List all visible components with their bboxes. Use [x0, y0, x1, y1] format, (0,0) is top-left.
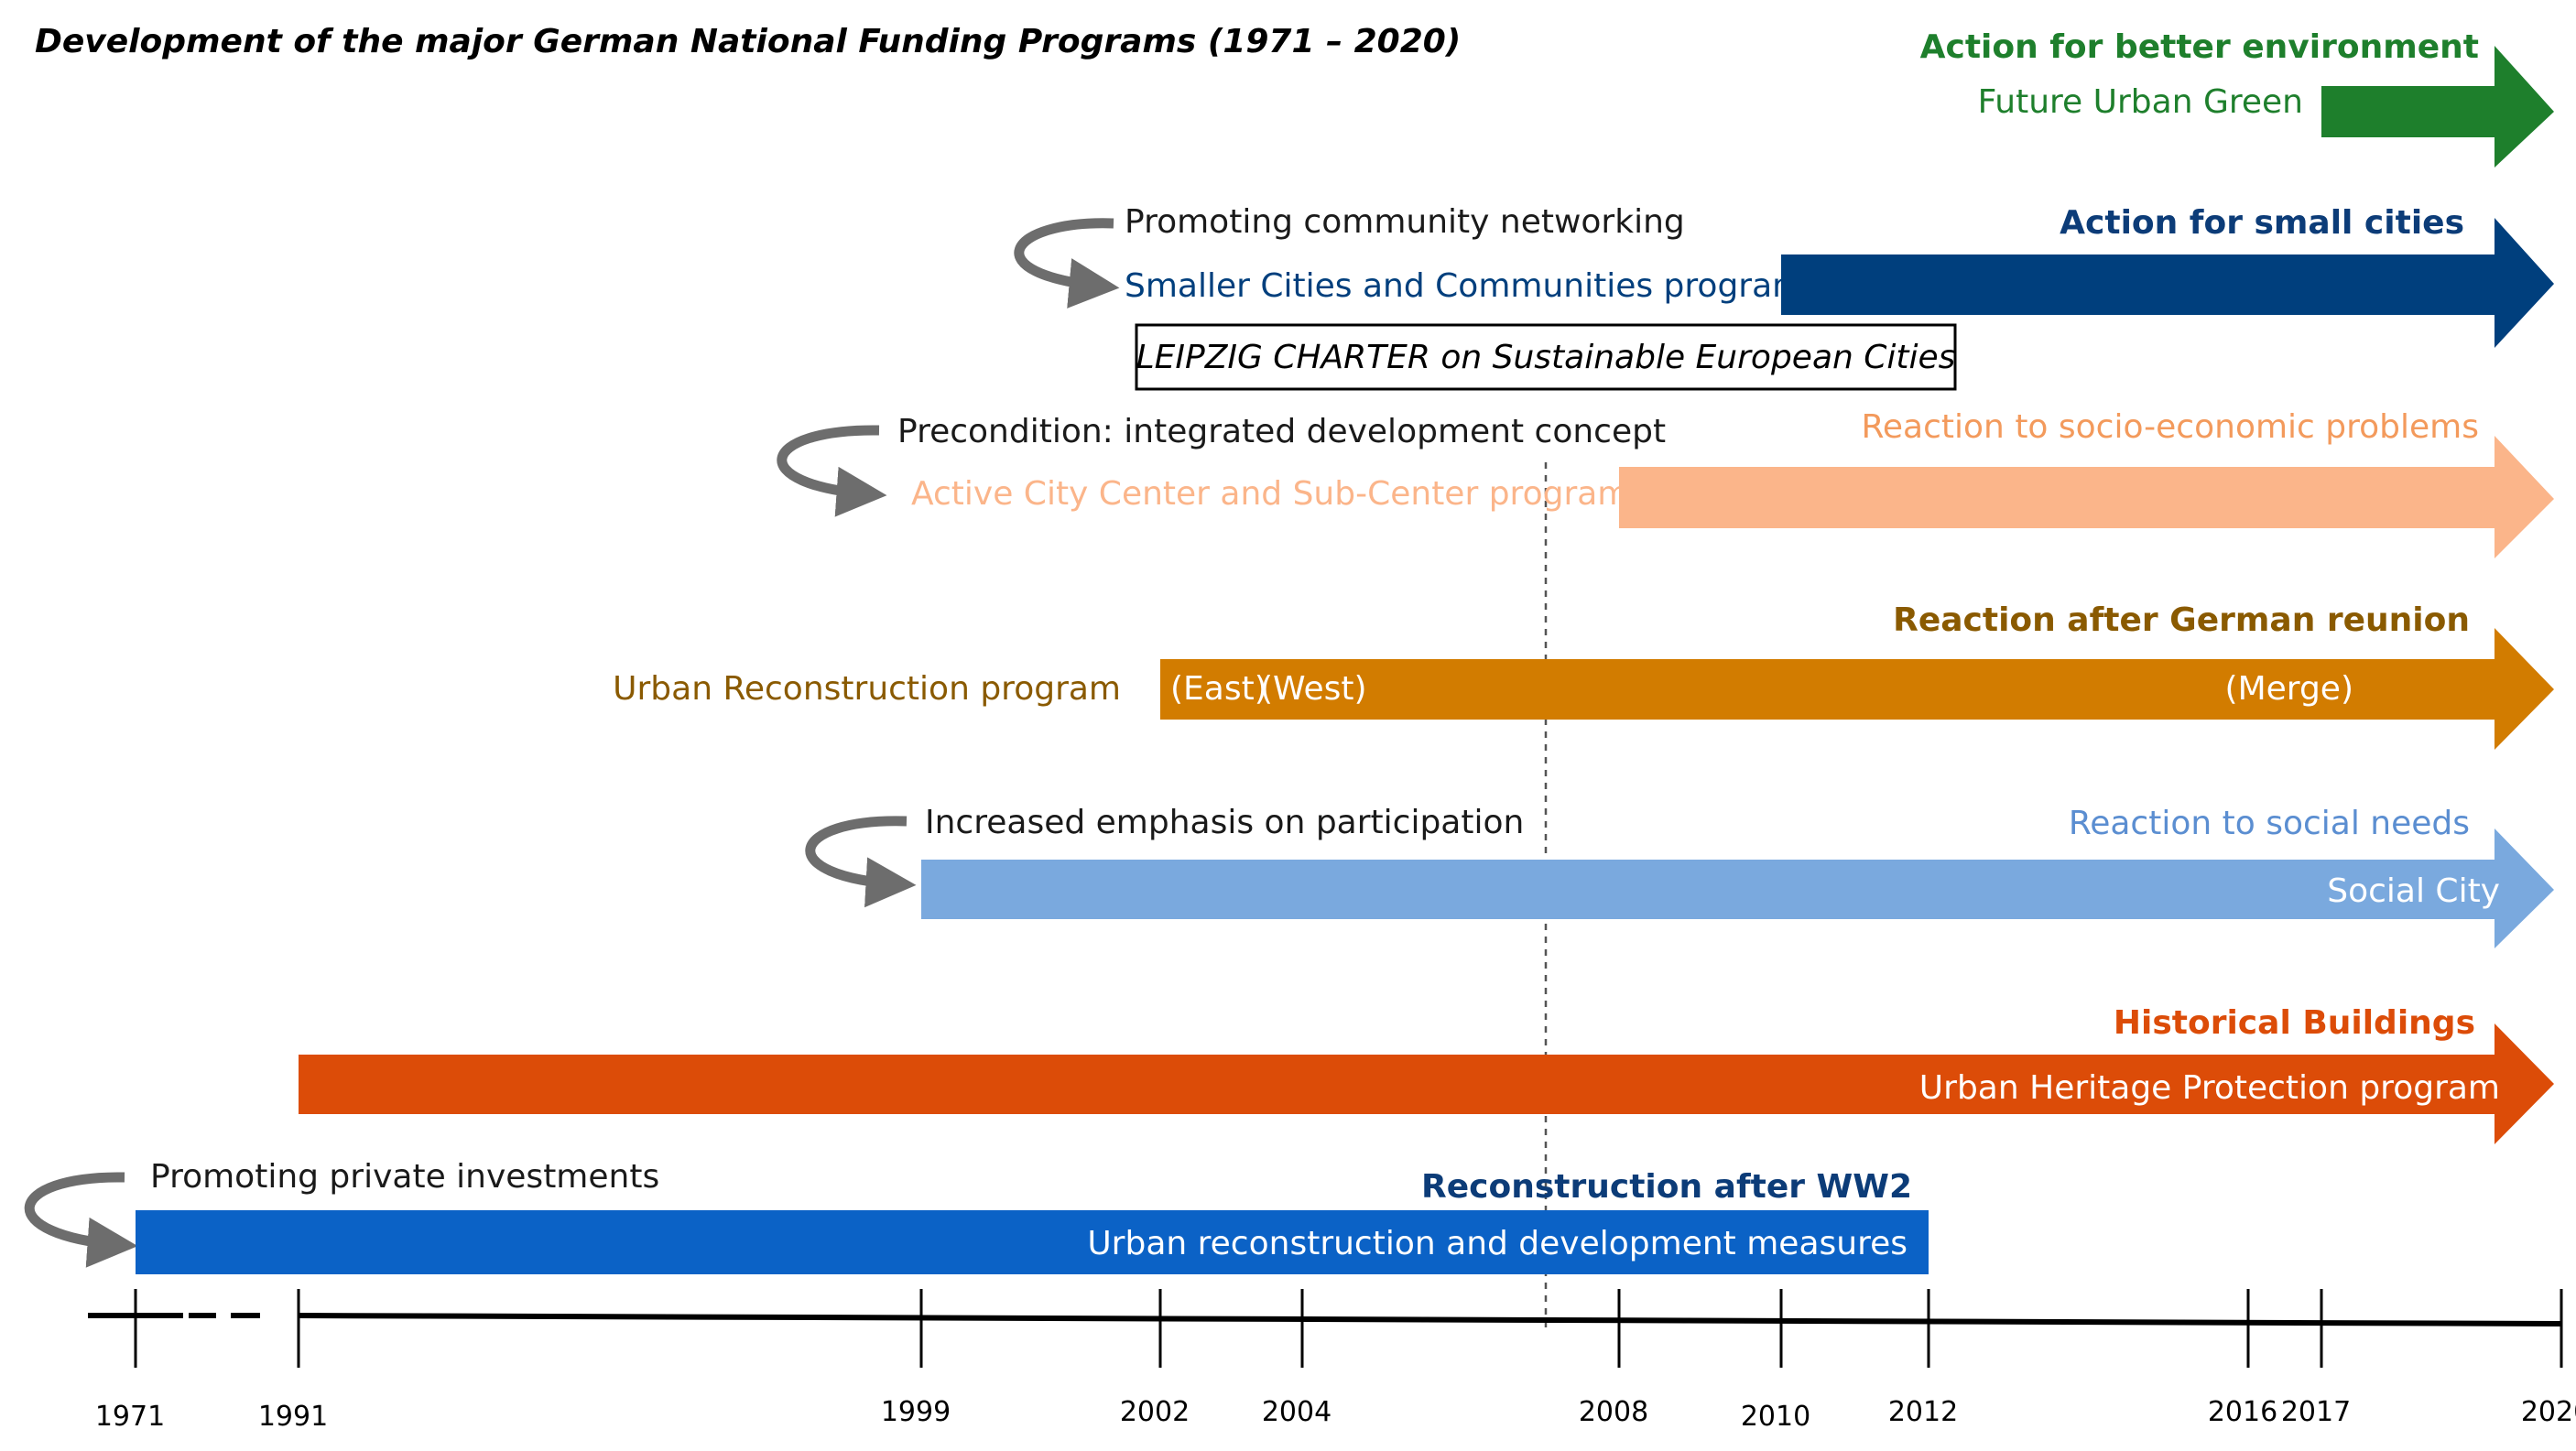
year-label-1991: 1991 [258, 1401, 328, 1433]
year-label-2010: 2010 [1741, 1401, 1810, 1433]
program-reason-urban-development-measures: Reconstruction after WW2 [1421, 1168, 1912, 1206]
timeline-axis [88, 1313, 2562, 1326]
program-reason-active-city-center: Reaction to socio-economic problems [1862, 408, 2479, 446]
program-label-urban-reconstruction: Urban Reconstruction program [613, 670, 1121, 708]
program-label-smaller-cities: Smaller Cities and Communities program [1125, 267, 1804, 305]
program-arrow-urban-reconstruction [1160, 628, 2554, 750]
year-label-2008: 2008 [1579, 1396, 1648, 1428]
program-reason-urban-reconstruction: Reaction after German reunion [1893, 601, 2470, 639]
program-label-urban-heritage: Urban Heritage Protection program [1919, 1069, 2500, 1107]
curved-arrow-icon [1014, 218, 1120, 309]
program-bar-urban-development-measures [136, 1210, 1929, 1274]
curved-arrow-icon [24, 1172, 138, 1268]
program-precondition-social-city: Increased emphasis on participation [925, 804, 1524, 841]
program-label-urban-development-measures: Urban reconstruction and development mea… [1087, 1225, 1908, 1262]
program-label-future-urban-green: Future Urban Green [1978, 83, 2303, 121]
diagram-title: Development of the major German National… [35, 23, 1461, 60]
program-label-social-city: Social City [2327, 872, 2500, 910]
phase-merge: (Merge) [2225, 670, 2353, 708]
program-urban-heritage: Urban Heritage Protection program Histor… [299, 1004, 2554, 1144]
program-reason-urban-heritage: Historical Buildings [2114, 1004, 2475, 1042]
axis-line-main [298, 1313, 2562, 1326]
year-label-2012: 2012 [1888, 1396, 1958, 1428]
program-arrow-urban-heritage [299, 1023, 2554, 1144]
year-label-2002: 2002 [1120, 1396, 1190, 1428]
year-label-1999: 1999 [881, 1396, 951, 1428]
curved-arrow-icon [805, 816, 917, 908]
program-active-city-center: Precondition: integrated development con… [777, 408, 2554, 558]
program-arrow-future-urban-green [2321, 46, 2554, 168]
year-label-2017: 2017 [2281, 1396, 2351, 1428]
year-label-2020: 2020 [2521, 1396, 2576, 1428]
program-precondition-active-city-center: Precondition: integrated development con… [897, 413, 1666, 450]
charter-label: LEIPZIG CHARTER on Sustainable European … [1136, 339, 1956, 376]
program-future-urban-green: Action for better environment Future Urb… [1920, 28, 2554, 168]
phase-east: (East) [1170, 670, 1267, 708]
leipzig-charter-box: LEIPZIG CHARTER on Sustainable European … [1135, 323, 1957, 391]
phase-west: (West) [1260, 670, 1367, 708]
program-precondition-smaller-cities: Promoting community networking [1125, 203, 1685, 241]
curved-arrow-icon [777, 425, 887, 517]
program-reason-social-city: Reaction to social needs [2069, 805, 2470, 842]
program-urban-development-measures: Promoting private investments Urban reco… [24, 1158, 1929, 1274]
program-urban-reconstruction: Urban Reconstruction program (East) (Wes… [613, 601, 2554, 750]
program-social-city: Increased emphasis on participation Soci… [805, 804, 2554, 948]
program-smaller-cities: Promoting community networking Smaller C… [1014, 203, 2554, 348]
program-precondition-urban-development-measures: Promoting private investments [150, 1158, 659, 1196]
program-arrow-smaller-cities [1781, 218, 2554, 348]
program-reason-future-urban-green: Action for better environment [1920, 28, 2479, 66]
year-label-2004: 2004 [1262, 1396, 1331, 1428]
year-label-2016: 2016 [2208, 1396, 2277, 1428]
year-label-1971: 1971 [95, 1401, 165, 1433]
program-arrow-social-city [921, 828, 2554, 948]
program-arrow-active-city-center [1619, 436, 2554, 558]
year-ticks: 1971 1991 1999 2002 2004 2008 2010 2012 2016 2017… [95, 1289, 2576, 1433]
program-label-active-city-center: Active City Center and Sub-Center progra… [911, 475, 1629, 513]
charter-frame [1135, 323, 1957, 391]
program-reason-smaller-cities: Action for small cities [2060, 204, 2464, 242]
